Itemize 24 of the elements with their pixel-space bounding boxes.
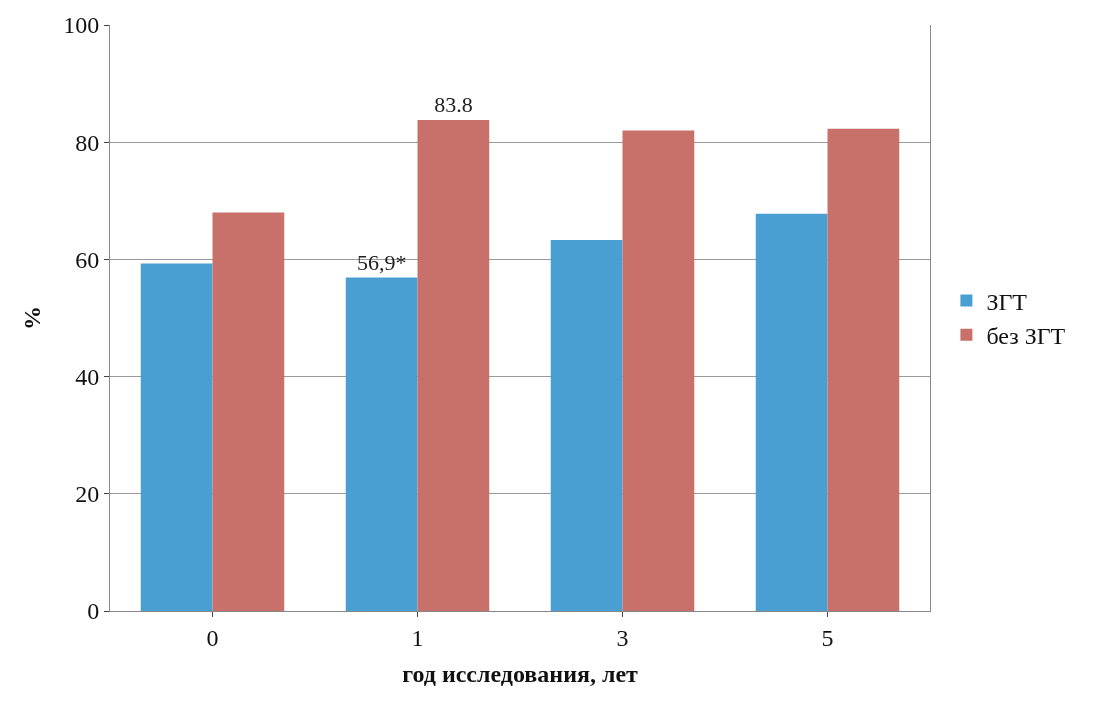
x-tick-label: 0 <box>206 624 219 651</box>
y-tick-label: 80 <box>75 129 100 156</box>
y-tick-label: 0 <box>87 598 100 625</box>
bar <box>417 119 490 611</box>
legend-label: ЗГТ <box>986 288 1028 315</box>
bar <box>622 130 695 611</box>
bar <box>345 277 418 611</box>
bar <box>212 212 285 611</box>
x-tick-label: 5 <box>821 624 834 651</box>
x-tick-label: 1 <box>411 624 424 651</box>
bar <box>827 128 900 611</box>
y-axis-title: % <box>19 306 46 330</box>
data-label: 83.8 <box>434 91 473 117</box>
bar <box>140 263 213 611</box>
data-label: 56,9* <box>356 249 407 275</box>
bar <box>550 240 623 611</box>
y-tick-label: 40 <box>75 364 100 390</box>
x-axis-title: год исследования, лет <box>402 661 639 688</box>
legend-label: без ЗГТ <box>986 323 1066 350</box>
bar <box>755 213 828 611</box>
y-tick-label: 20 <box>75 481 100 508</box>
y-tick-label: 100 <box>63 12 100 39</box>
y-tick-label: 60 <box>75 246 100 273</box>
x-tick-label: 3 <box>616 624 629 651</box>
